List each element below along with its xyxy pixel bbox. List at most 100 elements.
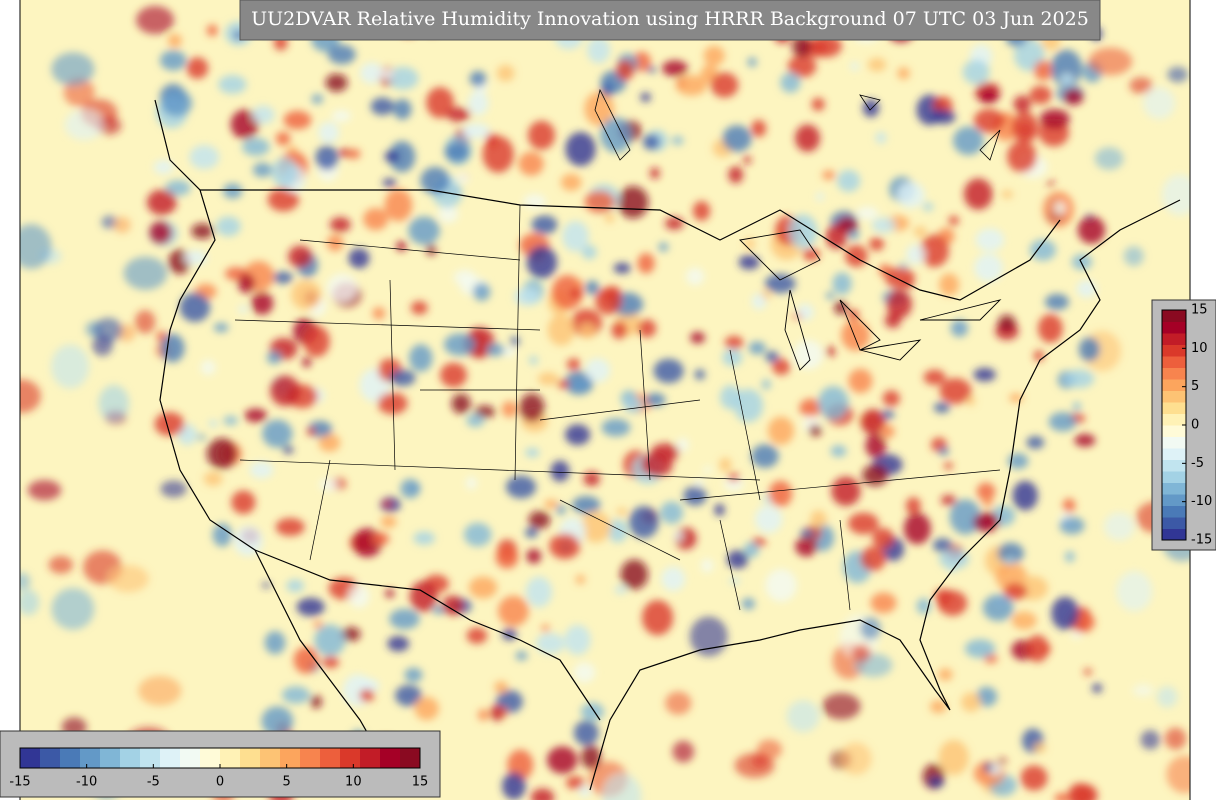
field-blob xyxy=(620,559,649,590)
field-blob xyxy=(203,471,223,487)
field-blob xyxy=(604,213,615,223)
field-blob xyxy=(338,148,350,158)
field-blob xyxy=(319,478,339,492)
field-blob xyxy=(585,358,611,383)
field-blob xyxy=(541,624,550,633)
colorbar-horizontal: -15 -10 -5 0 5 10 15 xyxy=(9,747,428,790)
field-blob xyxy=(871,217,897,233)
field-blob xyxy=(818,386,849,420)
field-blob xyxy=(676,437,689,452)
field-blob xyxy=(923,369,946,386)
field-blob xyxy=(529,355,538,365)
field-blob xyxy=(267,187,300,212)
field-blob xyxy=(641,600,674,636)
field-blob xyxy=(496,64,515,82)
field-blob xyxy=(531,215,558,235)
field-blob xyxy=(340,627,361,642)
field-blob xyxy=(600,117,632,153)
field-blob xyxy=(872,527,894,549)
field-blob xyxy=(1033,742,1046,754)
colorbar-swatch xyxy=(60,748,81,768)
field-blob xyxy=(1029,85,1052,105)
field-blob xyxy=(526,548,542,564)
field-blob xyxy=(359,688,375,702)
field-blob xyxy=(523,194,547,209)
field-blob xyxy=(642,134,660,150)
field-blob xyxy=(524,527,538,538)
field-blob xyxy=(409,344,433,372)
field-blob xyxy=(222,183,243,199)
field-blob xyxy=(1078,337,1100,362)
field-blob xyxy=(441,595,464,616)
field-blob xyxy=(371,532,390,546)
field-blob xyxy=(938,447,950,456)
field-blob xyxy=(270,375,300,407)
field-blob xyxy=(359,62,384,84)
colorbar-tick-label: -15 xyxy=(1191,533,1212,548)
field-blob xyxy=(410,301,428,315)
field-blob xyxy=(20,224,52,269)
field-blob xyxy=(288,145,297,153)
field-blob xyxy=(645,393,666,407)
field-blob xyxy=(939,549,970,570)
colorbar-swatch xyxy=(300,748,321,768)
colorbar-swatch xyxy=(40,748,61,768)
border xyxy=(200,189,1061,301)
field-blob xyxy=(788,214,818,249)
field-blob xyxy=(761,379,771,390)
field-blob xyxy=(466,413,485,427)
colorbar-swatch xyxy=(1162,344,1186,357)
field-blob xyxy=(382,178,397,188)
field-blob xyxy=(930,700,947,714)
field-blob xyxy=(875,131,887,144)
field-blob xyxy=(703,466,712,473)
field-blob xyxy=(932,538,953,553)
field-blob xyxy=(851,644,871,662)
field-blob xyxy=(528,510,551,529)
field-blob xyxy=(438,205,459,223)
field-blob xyxy=(938,739,969,776)
field-blob xyxy=(1033,60,1053,81)
field-blob xyxy=(1033,350,1044,362)
field-blob xyxy=(579,785,591,798)
field-blob xyxy=(134,310,156,334)
field-blob xyxy=(848,368,873,394)
field-blob xyxy=(1164,727,1187,750)
field-blob xyxy=(502,772,526,800)
field-blob xyxy=(527,120,556,150)
field-blob xyxy=(465,476,477,490)
field-blob xyxy=(251,291,274,315)
colorbar-swatch xyxy=(340,748,361,768)
field-blob xyxy=(808,424,822,437)
field-blob xyxy=(384,150,400,163)
field-blob xyxy=(1018,123,1033,137)
field-blob xyxy=(530,788,555,800)
field-blob xyxy=(860,409,886,435)
field-blob xyxy=(1076,623,1086,631)
field-blob xyxy=(388,141,416,173)
colorbar-swatch xyxy=(1162,494,1186,506)
field-blob xyxy=(191,223,214,239)
colorbar-swatch xyxy=(1162,425,1186,437)
field-blob xyxy=(1083,668,1092,676)
colorbar-swatch xyxy=(1162,333,1186,345)
field-blob xyxy=(569,288,582,299)
field-blob xyxy=(107,565,149,593)
colorbar-tick-label: -5 xyxy=(1191,456,1204,471)
field-blob xyxy=(165,180,191,196)
field-blob xyxy=(850,62,860,71)
colorbar-tick-label: -10 xyxy=(1191,494,1212,509)
colorbar-swatch xyxy=(1162,402,1186,414)
field-blob xyxy=(765,568,797,602)
colorbar-swatch xyxy=(1162,528,1186,541)
field-blob xyxy=(664,217,684,230)
colorbar-swatch xyxy=(240,748,261,768)
field-blob xyxy=(311,94,323,104)
field-blob xyxy=(822,170,836,180)
field-blob xyxy=(518,151,544,176)
field-blob xyxy=(862,99,880,118)
field-blob xyxy=(933,402,951,413)
colorbar-swatch xyxy=(160,748,181,768)
field-blob xyxy=(830,445,847,457)
field-blob xyxy=(1003,556,1015,565)
